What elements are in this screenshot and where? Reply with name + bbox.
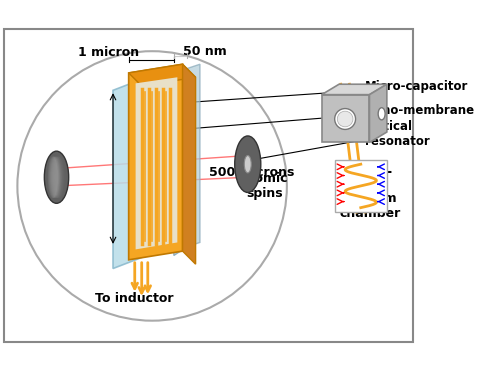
- Text: Nano-membrane: Nano-membrane: [183, 104, 475, 129]
- Polygon shape: [370, 84, 387, 142]
- Text: Atomic
spins: Atomic spins: [240, 172, 288, 200]
- Ellipse shape: [244, 155, 251, 173]
- Polygon shape: [322, 84, 387, 95]
- Polygon shape: [182, 64, 195, 264]
- Ellipse shape: [48, 157, 58, 198]
- Ellipse shape: [235, 136, 261, 193]
- Polygon shape: [129, 64, 182, 260]
- Circle shape: [335, 109, 356, 129]
- Text: 500 Microns: 500 Microns: [209, 167, 294, 180]
- Polygon shape: [322, 95, 370, 142]
- Text: Vacuum
chamber: Vacuum chamber: [339, 192, 400, 220]
- Polygon shape: [187, 64, 200, 247]
- Circle shape: [337, 111, 353, 127]
- Text: 1 micron: 1 micron: [78, 46, 139, 59]
- Polygon shape: [129, 64, 195, 86]
- Polygon shape: [113, 69, 169, 269]
- Polygon shape: [335, 160, 387, 212]
- Text: Optical
resonator: Optical resonator: [255, 120, 430, 160]
- Ellipse shape: [50, 157, 60, 198]
- Ellipse shape: [44, 151, 69, 203]
- Text: Micro-capacitor: Micro-capacitor: [177, 81, 468, 103]
- Ellipse shape: [49, 157, 60, 198]
- FancyBboxPatch shape: [4, 29, 413, 342]
- Ellipse shape: [378, 108, 385, 120]
- Ellipse shape: [51, 157, 61, 198]
- Text: To inductor: To inductor: [96, 292, 174, 305]
- Text: L: L: [383, 161, 391, 175]
- Text: 50 nm: 50 nm: [182, 45, 226, 58]
- Polygon shape: [136, 77, 177, 249]
- Polygon shape: [174, 69, 187, 256]
